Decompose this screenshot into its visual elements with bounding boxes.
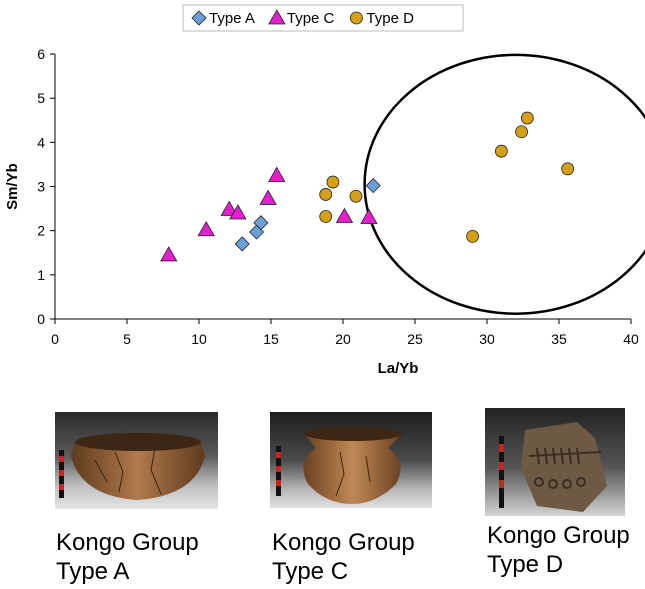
- point-type-c: [220, 200, 238, 216]
- caption-type-a: Kongo Group Type A: [56, 528, 199, 586]
- point-type-d: [466, 230, 480, 243]
- y-axis-title: Sm/Yb: [4, 163, 21, 210]
- point-type-d: [326, 175, 340, 189]
- caption-type-d-line1: Kongo Group: [487, 522, 630, 549]
- caption-type-d: Kongo Group Type D: [487, 521, 630, 579]
- x-tick-label: 25: [407, 331, 423, 347]
- point-type-c: [160, 246, 178, 262]
- point-type-c: [229, 204, 247, 220]
- point-type-d: [494, 144, 508, 158]
- point-type-d: [349, 189, 363, 203]
- chart-axes: 0 5 10 15 20 25 30 35 40 0 1 2 3 4 5 6 La/Yb Sm/Yb: [4, 46, 639, 377]
- photo-type-c-pot: [270, 412, 432, 508]
- legend-label-type-c: Type C: [287, 10, 335, 27]
- caption-type-c-line1: Kongo Group: [272, 529, 415, 556]
- caption-type-d-line2: Type D: [487, 551, 564, 578]
- point-type-c: [268, 166, 286, 182]
- x-tick-label: 30: [479, 331, 495, 347]
- caption-type-a-line2: Type A: [56, 558, 130, 585]
- cluster-ellipse: [363, 53, 645, 315]
- point-type-d: [520, 111, 534, 125]
- point-type-d: [515, 125, 528, 139]
- chart-annotations: [363, 53, 645, 315]
- point-type-c: [335, 207, 354, 223]
- point-type-d: [561, 162, 575, 176]
- x-tick-label: 35: [551, 331, 567, 347]
- caption-type-c: Kongo Group Type C: [272, 528, 415, 586]
- y-tick-label: 4: [37, 134, 45, 150]
- point-type-c: [259, 189, 277, 205]
- scatter-chart: Type A Type C Type D 0 5 10 15 20 25 30 35 40 0 1 2 3 4…: [4, 4, 645, 377]
- chart-points: [160, 111, 575, 262]
- legend-label-type-d: Type D: [366, 10, 414, 27]
- y-tick-label: 1: [37, 267, 45, 283]
- point-type-a: [365, 178, 381, 194]
- x-tick-label: 0: [51, 331, 59, 347]
- x-tick-label: 20: [335, 331, 351, 347]
- x-tick-label: 10: [191, 331, 207, 347]
- legend-marker-type-a: [191, 10, 207, 26]
- point-type-d: [319, 210, 333, 223]
- y-tick-label: 5: [37, 90, 45, 106]
- caption-type-c-line2: Type C: [272, 558, 349, 585]
- legend-marker-type-c: [268, 9, 286, 25]
- x-axis-title: La/Yb: [378, 360, 419, 377]
- point-type-a: [253, 215, 269, 231]
- point-type-c: [360, 208, 378, 224]
- y-tick-label: 2: [37, 223, 45, 239]
- y-tick-label: 6: [37, 46, 45, 62]
- legend-label-type-a: Type A: [209, 10, 255, 27]
- chart-legend: Type A Type C Type D: [182, 4, 464, 32]
- y-tick-label: 0: [37, 311, 45, 327]
- x-tick-label: 40: [623, 331, 639, 347]
- y-tick-label: 3: [37, 179, 45, 195]
- x-tick-label: 5: [123, 331, 131, 347]
- point-type-c: [197, 220, 215, 237]
- point-type-a: [234, 236, 250, 252]
- photo-type-d-sherd: [485, 408, 625, 516]
- x-tick-label: 15: [263, 331, 279, 347]
- legend-marker-type-d: [350, 11, 363, 25]
- legend-box: [182, 4, 464, 32]
- point-type-d: [319, 188, 333, 201]
- caption-type-a-line1: Kongo Group: [56, 529, 199, 556]
- photo-type-a-bowl: [55, 412, 218, 509]
